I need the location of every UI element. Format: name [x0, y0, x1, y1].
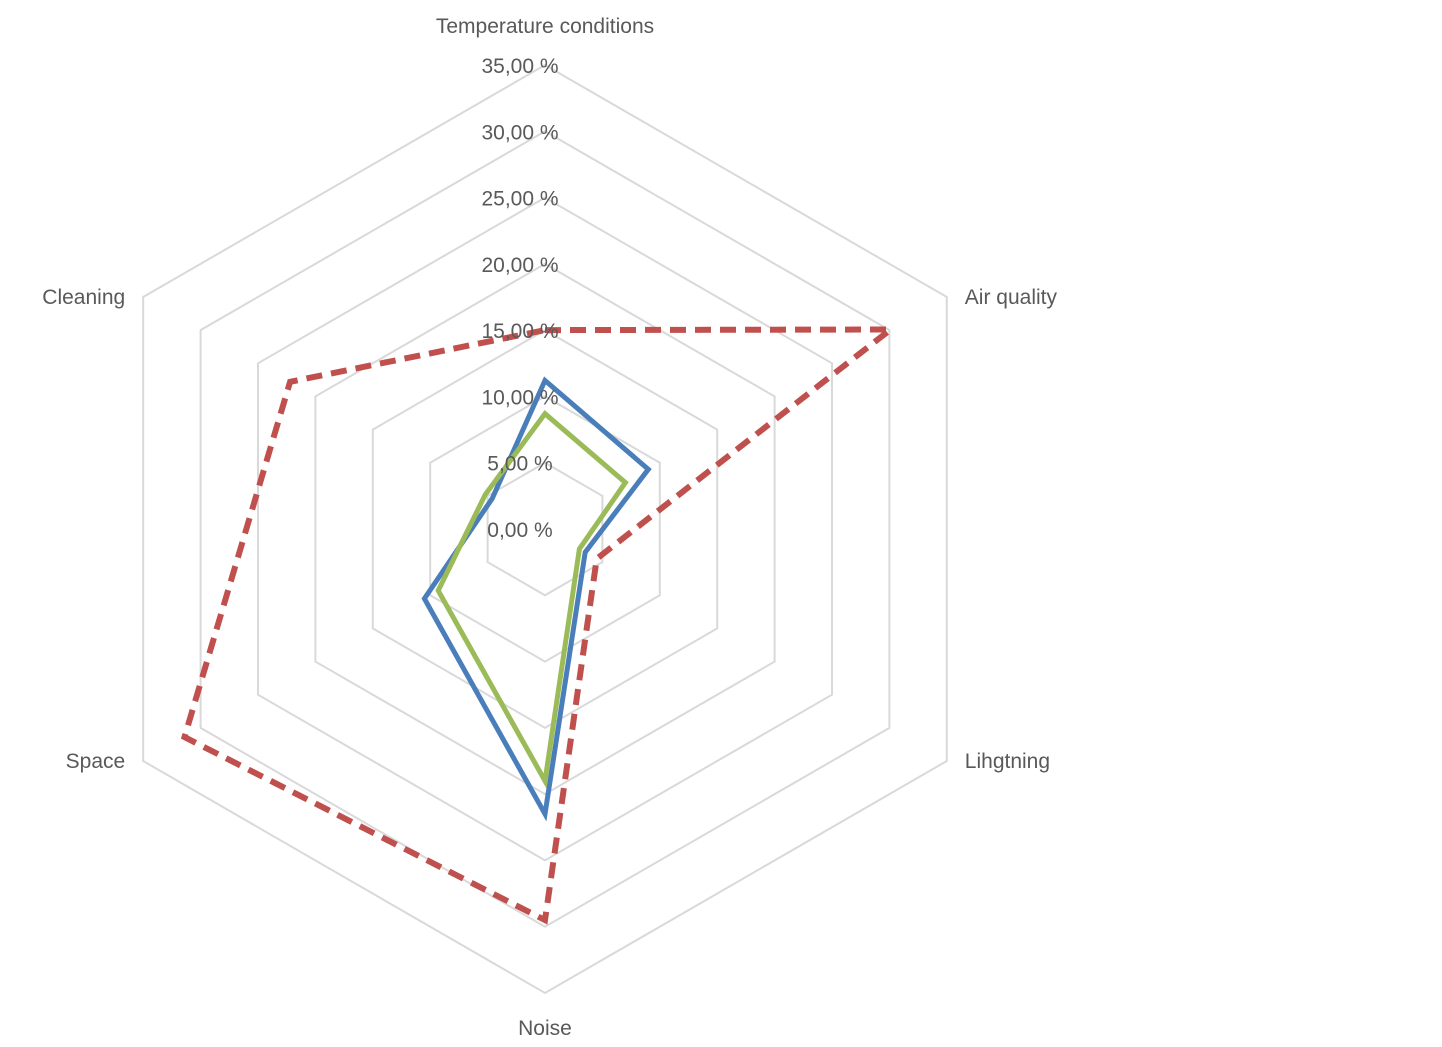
grid-ring — [486, 461, 604, 597]
axis-label: Lihgtning — [965, 750, 1050, 773]
tick-label: 35,00 % — [481, 55, 558, 78]
tick-layer: 0,00 % 5,00 % 10,00 % 15,00 % 20,00 % 25,00 %… — [481, 55, 558, 542]
tick-label: 0,00 % — [487, 519, 552, 542]
grid-ring — [199, 130, 891, 928]
axis-label-layer: Temperature conditions Air quality Lihgtni… — [42, 15, 1057, 1040]
tick-label: 30,00 % — [481, 121, 558, 144]
series-1-line — [421, 376, 652, 822]
series-3-line — [180, 326, 900, 925]
grid-ring — [429, 395, 661, 663]
grid-ring — [314, 262, 776, 796]
tick-label: 15,00 % — [481, 320, 558, 343]
grid-layer — [142, 63, 948, 995]
series-2-line — [435, 410, 629, 789]
axis-label: Space — [66, 750, 126, 773]
tick-label: 25,00 % — [481, 188, 558, 211]
axis-label: Noise — [518, 1017, 572, 1040]
series-layer — [180, 326, 900, 925]
tick-label: 20,00 % — [481, 254, 558, 277]
tick-label: 5,00 % — [487, 453, 552, 476]
grid-ring — [371, 328, 719, 730]
axis-label: Temperature conditions — [436, 15, 654, 38]
axis-label: Cleaning — [42, 286, 125, 309]
grid-ring — [257, 196, 833, 862]
tick-label: 10,00 % — [481, 386, 558, 409]
grid-ring — [142, 63, 948, 995]
axis-label: Air quality — [965, 286, 1058, 309]
